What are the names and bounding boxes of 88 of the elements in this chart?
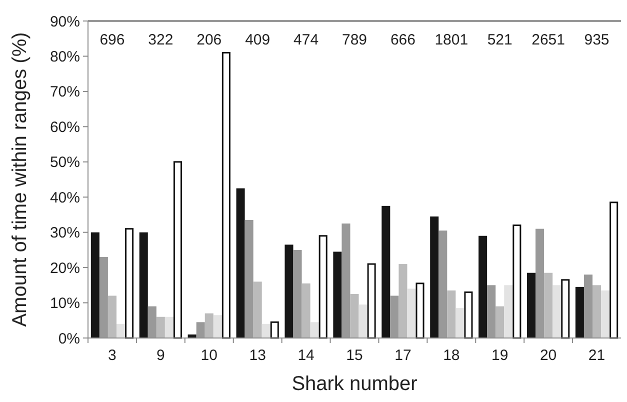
- bar: [512, 224, 522, 339]
- bar: [318, 235, 328, 339]
- x-tick-label: 21: [588, 347, 606, 364]
- y-tick-label: 30%: [50, 224, 80, 242]
- annotation: 666: [390, 31, 416, 48]
- y-tick-label: 40%: [50, 189, 80, 206]
- y-tick-label: 10%: [50, 295, 80, 312]
- bar: [164, 316, 174, 338]
- bar: [222, 52, 230, 339]
- bar: [116, 324, 126, 338]
- x-tick-label: 15: [346, 347, 363, 364]
- bar: [438, 230, 448, 338]
- x-tick-label: 18: [443, 347, 460, 364]
- bar: [284, 244, 294, 338]
- bar: [253, 282, 262, 338]
- bar: [407, 288, 416, 338]
- annotation: 322: [148, 31, 174, 48]
- y-tick-label: 0%: [58, 330, 80, 348]
- bar: [90, 232, 100, 338]
- bar: [382, 206, 390, 338]
- bar: [333, 252, 342, 338]
- bar: [302, 283, 310, 338]
- y-axis-title: Amount of time within ranges (%): [9, 32, 31, 327]
- y-tick-label: 60%: [50, 118, 80, 136]
- annotation: 696: [100, 31, 125, 48]
- x-tick-label: 20: [540, 347, 557, 364]
- bar: [270, 321, 279, 339]
- bar: [196, 322, 205, 338]
- bar: [416, 282, 424, 339]
- x-tick-label: 10: [200, 347, 218, 364]
- bar: [99, 256, 108, 338]
- x-tick-label: 9: [156, 347, 165, 364]
- x-tick-label: 14: [298, 347, 314, 364]
- annotation: 206: [196, 31, 222, 48]
- annotation: 521: [487, 31, 512, 48]
- bar: [125, 228, 134, 339]
- bar: [487, 285, 496, 338]
- x-tick-label: 17: [394, 347, 412, 364]
- bar: [342, 224, 350, 338]
- bar: [358, 304, 368, 338]
- bar: [108, 296, 116, 338]
- bar: [584, 274, 593, 338]
- bar: [350, 294, 359, 338]
- annotation: 789: [342, 31, 368, 48]
- y-tick-label: 70%: [50, 84, 80, 101]
- x-axis-title: Shark number: [292, 373, 418, 395]
- bar: [478, 236, 488, 338]
- bar: [310, 322, 319, 338]
- bar: [204, 313, 214, 338]
- x-tick-label: 3: [108, 347, 116, 364]
- bar: [575, 286, 584, 338]
- bar: [447, 290, 456, 338]
- bar: [527, 272, 536, 338]
- bar: [561, 279, 570, 339]
- bar: [430, 216, 439, 338]
- annotation: 935: [584, 31, 610, 48]
- bar: [213, 315, 222, 338]
- bar: [464, 291, 473, 339]
- y-tick-label: 20%: [50, 260, 80, 277]
- y-tick-label: 90%: [50, 13, 80, 30]
- bar: [592, 285, 602, 338]
- bar: [496, 306, 504, 338]
- bar: [148, 306, 156, 338]
- bar: [293, 250, 302, 338]
- bar: [552, 285, 562, 338]
- bar: [601, 290, 610, 338]
- bar: [156, 316, 165, 338]
- bar: [610, 202, 618, 339]
- bar: [244, 220, 254, 338]
- bar: [173, 161, 182, 339]
- y-tick-label: 80%: [50, 48, 80, 66]
- y-tick-label: 50%: [50, 154, 80, 172]
- bar: [536, 228, 544, 338]
- bar: [262, 324, 270, 338]
- x-tick-label: 13: [249, 347, 266, 364]
- bar: [456, 308, 464, 338]
- annotation: 474: [294, 31, 319, 48]
- annotation: 1801: [434, 31, 468, 48]
- bar: [544, 272, 553, 338]
- bar: [504, 285, 513, 338]
- annotation: 409: [245, 31, 270, 48]
- bar: [367, 263, 376, 339]
- bar: [139, 232, 148, 338]
- x-tick-label: 19: [492, 347, 508, 364]
- bar: [390, 296, 399, 338]
- bar: [398, 264, 408, 338]
- bar: [236, 188, 245, 338]
- annotation: 2651: [532, 31, 566, 48]
